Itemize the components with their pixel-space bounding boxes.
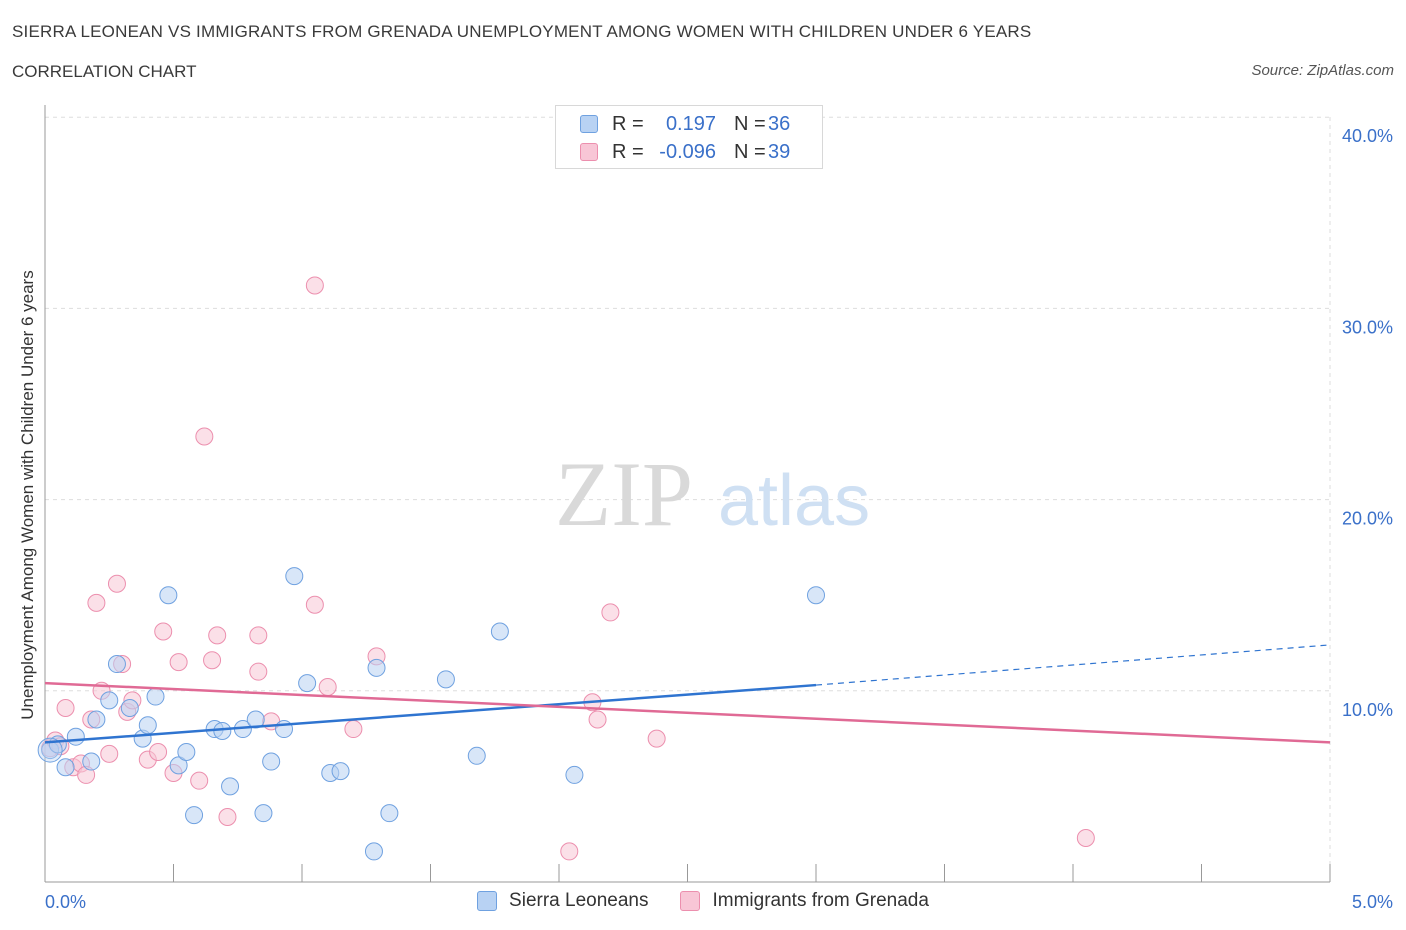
legend-r-label: R = xyxy=(612,112,644,135)
watermark-atlas: atlas xyxy=(718,461,870,541)
point-sierra-leonean xyxy=(120,699,139,718)
point-grenada xyxy=(344,720,363,739)
point-sierra-leonean xyxy=(87,710,106,729)
legend-item-grenada: Immigrants from Grenada xyxy=(680,890,929,912)
point-sierra-leonean xyxy=(138,716,157,735)
point-grenada xyxy=(87,593,106,612)
legend-swatch-blue xyxy=(580,115,598,133)
legend-label: Immigrants from Grenada xyxy=(712,890,929,911)
x-tick-label: 5.0% xyxy=(1352,892,1393,912)
point-grenada xyxy=(249,626,268,645)
point-sierra-leonean xyxy=(185,806,204,825)
point-sierra-leonean xyxy=(331,762,350,781)
point-grenada xyxy=(195,427,214,446)
chart-subtitle: CORRELATION CHART xyxy=(12,62,197,81)
y-tick-label: 30.0% xyxy=(1342,317,1393,337)
point-sierra-leonean xyxy=(107,655,126,674)
point-sierra-leonean xyxy=(380,804,399,823)
point-sierra-leonean xyxy=(177,742,196,761)
legend-row-sierra-leoneans: R = 0.197 N = 36 xyxy=(580,111,790,137)
watermark-zip: ZIP xyxy=(555,443,693,545)
point-grenada xyxy=(318,677,337,696)
series-sierra-leonean-points xyxy=(37,567,825,861)
point-grenada xyxy=(100,744,119,763)
point-grenada xyxy=(169,653,188,672)
legend-r-value: 0.197 xyxy=(665,112,716,135)
tick-labels: 10.0% 20.0% 30.0% 40.0% 0.0% 5.0% xyxy=(45,126,1393,912)
watermark: ZIP atlas xyxy=(555,443,870,545)
legend-swatch-blue xyxy=(477,891,498,911)
source-credit: Source: ZipAtlas.com xyxy=(1251,62,1394,79)
point-grenada xyxy=(190,771,209,790)
point-sierra-leonean xyxy=(285,567,304,586)
legend-item-sierra-leoneans: Sierra Leoneans xyxy=(477,890,648,912)
y-tick-label: 20.0% xyxy=(1342,509,1393,529)
point-grenada xyxy=(249,662,268,681)
point-sierra-leonean xyxy=(37,737,63,763)
point-sierra-leonean xyxy=(56,758,75,777)
point-grenada xyxy=(149,742,168,761)
point-grenada xyxy=(218,807,237,826)
point-grenada xyxy=(305,595,324,614)
point-sierra-leonean xyxy=(146,687,165,706)
point-sierra-leonean xyxy=(169,756,188,775)
point-sierra-leonean xyxy=(298,674,317,693)
legend-n-label: N = xyxy=(734,140,766,163)
trend-line-sierra-leonean-extension xyxy=(815,644,1331,686)
point-grenada xyxy=(1076,829,1095,848)
legend-n-label: N = xyxy=(734,112,766,135)
legend-n-value: 39 xyxy=(768,140,791,163)
point-sierra-leonean xyxy=(490,622,509,641)
trend-lines xyxy=(44,644,1331,744)
point-grenada xyxy=(588,710,607,729)
point-sierra-leonean xyxy=(254,804,273,823)
point-grenada xyxy=(107,574,126,593)
series-legend: Sierra Leoneans Immigrants from Grenada xyxy=(0,890,1406,912)
point-sierra-leonean xyxy=(66,727,85,746)
point-grenada xyxy=(305,276,324,295)
legend-row-grenada: R = -0.096 N = 39 xyxy=(580,139,790,165)
point-grenada xyxy=(560,842,579,861)
y-tick-label: 10.0% xyxy=(1342,700,1393,720)
point-grenada xyxy=(601,603,620,622)
point-grenada xyxy=(203,651,222,670)
y-axis-label: Unemployment Among Women with Children U… xyxy=(18,270,37,720)
legend-n-value: 36 xyxy=(768,112,791,135)
point-sierra-leonean xyxy=(467,746,486,765)
point-grenada xyxy=(208,626,227,645)
point-sierra-leonean xyxy=(262,752,281,771)
legend-label: Sierra Leoneans xyxy=(509,890,649,911)
legend-r-label: R = xyxy=(612,140,644,163)
point-sierra-leonean xyxy=(82,752,101,771)
correlation-legend: R = 0.197 N = 36 R = -0.096 N = 39 xyxy=(555,105,823,169)
point-grenada xyxy=(56,699,75,718)
point-sierra-leonean xyxy=(565,765,584,784)
point-grenada xyxy=(154,622,173,641)
x-tick-label: 0.0% xyxy=(45,892,86,912)
point-sierra-leonean xyxy=(221,777,240,796)
point-sierra-leonean xyxy=(367,658,386,677)
point-sierra-leonean xyxy=(807,586,825,605)
point-sierra-leonean xyxy=(159,586,178,605)
legend-swatch-pink xyxy=(680,891,701,911)
point-sierra-leonean xyxy=(436,670,455,689)
point-sierra-leonean xyxy=(213,721,232,740)
y-tick-label: 40.0% xyxy=(1342,126,1393,146)
trend-line-grenada xyxy=(44,681,1331,744)
point-grenada xyxy=(647,729,666,748)
point-sierra-leonean xyxy=(364,842,383,861)
point-sierra-leonean xyxy=(100,691,119,710)
legend-r-value: -0.096 xyxy=(659,140,716,163)
legend-swatch-pink xyxy=(580,143,598,161)
chart-title: SIERRA LEONEAN VS IMMIGRANTS FROM GRENAD… xyxy=(12,22,1032,41)
trend-line-sierra-leonean xyxy=(44,683,817,744)
